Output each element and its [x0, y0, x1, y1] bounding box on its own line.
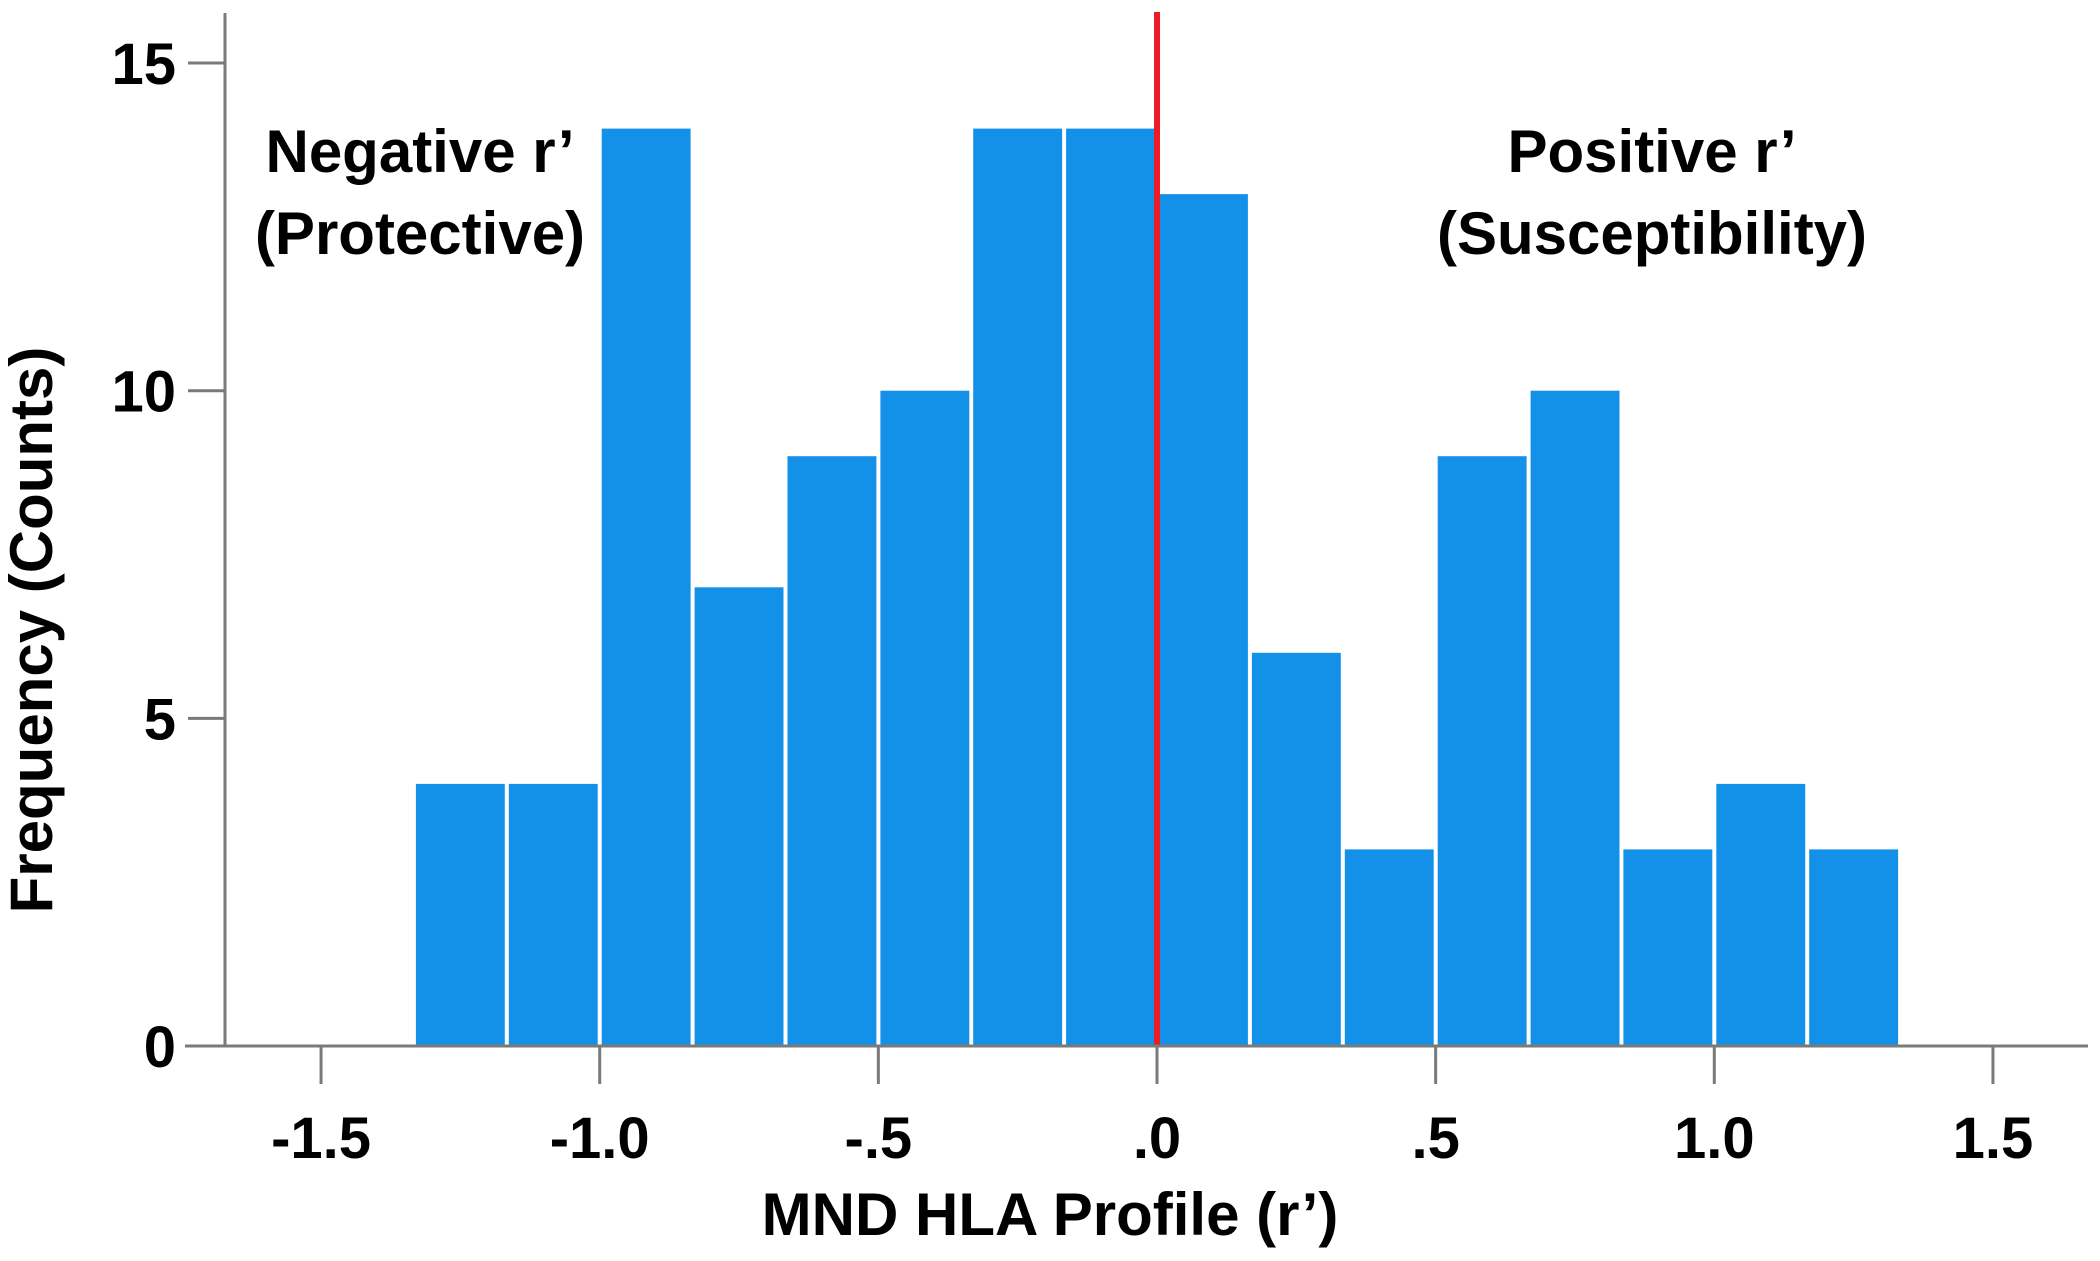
- histogram-bar: [601, 128, 691, 1047]
- y-tick-label: 0: [144, 1015, 176, 1080]
- y-tick-label: 15: [111, 32, 176, 97]
- histogram-bar: [1344, 849, 1434, 1046]
- y-tick-label: 5: [144, 687, 176, 752]
- histogram-bars: [415, 128, 1899, 1047]
- x-tick-label: 1.5: [1953, 1106, 2034, 1171]
- histogram-bar: [787, 456, 877, 1046]
- histogram-bar: [1066, 128, 1155, 1047]
- annotation-negative: Negative r’ (Protective): [255, 118, 585, 267]
- histogram-bar: [1809, 849, 1899, 1046]
- histogram-bar: [1530, 390, 1620, 1046]
- x-tick-label: -1.5: [271, 1106, 371, 1171]
- x-tick-label: -1.0: [550, 1106, 650, 1171]
- histogram-bar: [1251, 652, 1341, 1046]
- histogram-bar: [1159, 194, 1248, 1047]
- histogram-bar: [973, 128, 1063, 1047]
- histogram-bar: [415, 783, 505, 1046]
- x-tick-label: -.5: [845, 1106, 913, 1171]
- x-tick-label: .5: [1411, 1106, 1459, 1171]
- x-axis-title: MND HLA Profile (r’): [762, 1181, 1339, 1248]
- histogram-bar: [1437, 456, 1527, 1046]
- x-tick-label: .0: [1133, 1106, 1181, 1171]
- histogram-bar: [694, 587, 784, 1046]
- histogram-bar: [1716, 783, 1806, 1046]
- histogram-bar: [508, 783, 598, 1046]
- axes-layer: 0 5 10 15 -1.5 -1.0 -.5 .0 .5 1.0 1.5: [111, 13, 2088, 1171]
- x-tick-label: 1.0: [1674, 1106, 1755, 1171]
- y-axis-title: Frequency (Counts): [0, 347, 65, 914]
- annotation-positive: Positive r’ (Susceptibility): [1437, 118, 1867, 267]
- annotation-negative-line2: (Protective): [255, 200, 585, 267]
- histogram-bar: [1623, 849, 1713, 1046]
- y-tick-label: 10: [111, 360, 176, 425]
- annotation-positive-line2: (Susceptibility): [1437, 200, 1867, 267]
- annotation-negative-line1: Negative r’: [265, 118, 574, 185]
- histogram-bar: [880, 390, 970, 1046]
- annotation-positive-line1: Positive r’: [1507, 118, 1796, 185]
